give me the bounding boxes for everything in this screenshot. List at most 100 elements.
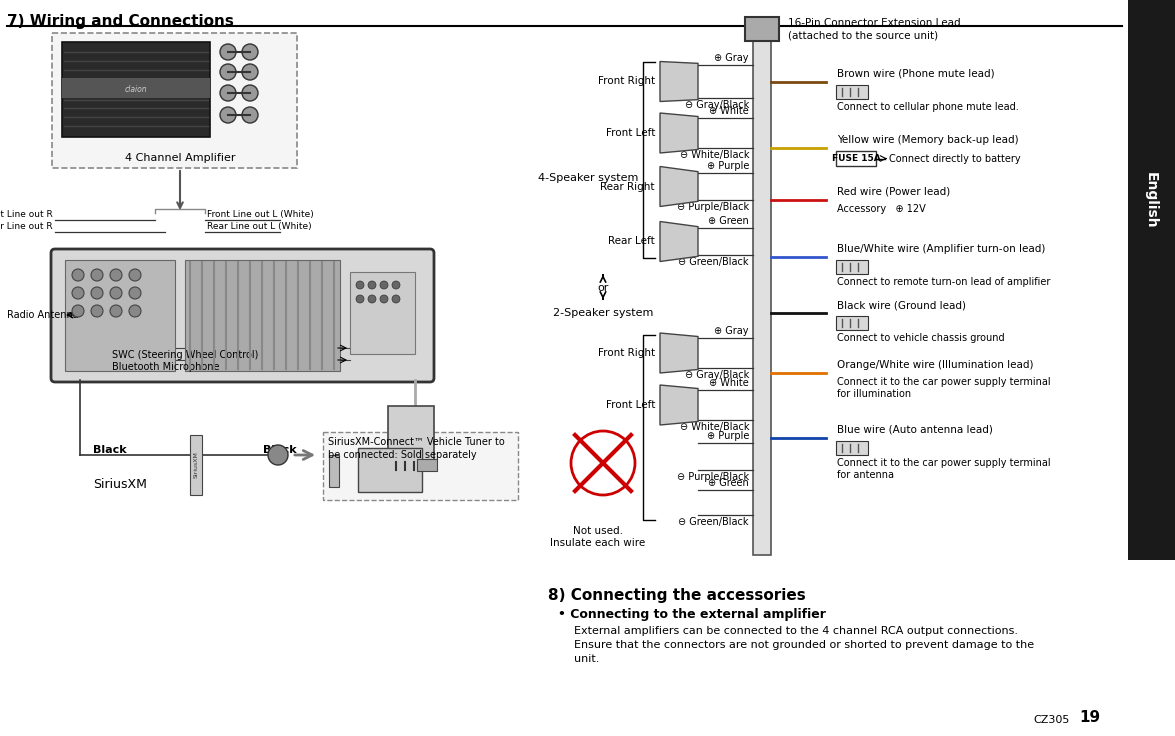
Text: Not used.: Not used. [573,526,623,536]
FancyBboxPatch shape [835,151,877,166]
Text: Blue wire (Auto antenna lead): Blue wire (Auto antenna lead) [837,425,993,435]
Polygon shape [660,385,698,425]
FancyBboxPatch shape [358,448,422,492]
Text: ⊖ Purple/Black: ⊖ Purple/Black [677,472,748,482]
Circle shape [220,85,236,101]
Text: claion: claion [125,85,147,93]
Text: SiriusXM: SiriusXM [194,452,199,478]
FancyBboxPatch shape [835,316,868,330]
FancyBboxPatch shape [323,432,518,500]
Text: ⊕ White: ⊕ White [710,106,748,116]
Text: (Red) Rear Line out R: (Red) Rear Line out R [0,222,53,231]
FancyBboxPatch shape [417,459,437,471]
Text: Insulate each wire: Insulate each wire [550,538,645,548]
Circle shape [380,295,388,303]
Circle shape [90,287,103,299]
Circle shape [220,64,236,80]
FancyBboxPatch shape [52,33,297,168]
Text: Rear Left: Rear Left [609,236,654,247]
Text: ⊕ White: ⊕ White [710,378,748,388]
Text: ⊕ Green: ⊕ Green [709,216,748,226]
Circle shape [368,281,376,289]
FancyBboxPatch shape [329,455,340,487]
Text: 7) Wiring and Connections: 7) Wiring and Connections [7,14,234,29]
Circle shape [368,295,376,303]
Text: ⊕ Green: ⊕ Green [709,478,748,488]
Text: ⊖ Purple/Black: ⊖ Purple/Black [677,202,748,212]
Text: 4 Channel Amplifier: 4 Channel Amplifier [125,153,235,163]
Text: Front Left: Front Left [605,128,654,138]
Text: SiriusXM-Connect™ Vehicle Tuner to: SiriusXM-Connect™ Vehicle Tuner to [328,437,505,447]
Text: for illumination: for illumination [837,389,911,399]
Text: Connect directly to battery: Connect directly to battery [889,154,1021,163]
Text: ⊕ Gray: ⊕ Gray [714,53,748,63]
Text: for antenna: for antenna [837,470,894,480]
Text: 19: 19 [1079,710,1100,725]
Text: FUSE 15A: FUSE 15A [832,154,880,163]
Text: be connected: Sold separately: be connected: Sold separately [328,450,477,460]
Bar [65,260,175,371]
Circle shape [129,305,141,317]
Text: or: or [597,283,609,293]
Text: Red wire (Power lead): Red wire (Power lead) [837,187,951,197]
Text: Connect to vehicle chassis ground: Connect to vehicle chassis ground [837,333,1005,343]
Text: (attached to the source unit): (attached to the source unit) [788,30,938,40]
Text: Connect it to the car power supply terminal: Connect it to the car power supply termi… [837,458,1050,468]
Text: Connect it to the car power supply terminal: Connect it to the car power supply termi… [837,377,1050,387]
Polygon shape [660,222,698,261]
Text: Refer to the right: Refer to the right [369,476,454,486]
Text: CZ305: CZ305 [1034,715,1070,725]
Bar [753,30,771,555]
Text: Rear Line out L (White): Rear Line out L (White) [207,222,311,231]
Text: Radio Antenna: Radio Antenna [7,310,79,320]
Text: Connect to remote turn-on lead of amplifier: Connect to remote turn-on lead of amplif… [837,277,1050,287]
Text: ⊖ Gray/Black: ⊖ Gray/Black [685,100,748,110]
Text: ⊕ Purple: ⊕ Purple [706,431,748,441]
Circle shape [242,44,258,60]
Bar [1128,0,1175,560]
Circle shape [356,281,364,289]
Bar [190,435,202,495]
Text: ⊖ Green/Black: ⊖ Green/Black [678,517,748,527]
Text: Front Right: Front Right [598,77,654,87]
Text: Ensure that the connectors are not grounded or shorted to prevent damage to the: Ensure that the connectors are not groun… [575,640,1034,650]
Text: (Red) Front Line out R: (Red) Front Line out R [0,210,53,219]
Text: • Connecting to the external amplifier: • Connecting to the external amplifier [558,608,826,621]
Circle shape [72,305,83,317]
Circle shape [110,269,122,281]
Text: ⊕ Purple: ⊕ Purple [706,161,748,171]
Polygon shape [660,62,698,102]
Text: ⊖ White/Black: ⊖ White/Black [679,150,748,160]
Circle shape [90,305,103,317]
Text: Blue/White wire (Amplifier turn-on lead): Blue/White wire (Amplifier turn-on lead) [837,244,1046,254]
FancyBboxPatch shape [745,17,779,41]
Circle shape [268,445,288,465]
Bar [62,42,210,137]
Text: Black: Black [263,445,297,455]
FancyBboxPatch shape [51,249,434,382]
FancyBboxPatch shape [388,406,434,465]
Text: Front Line out L (White): Front Line out L (White) [207,210,314,219]
Circle shape [242,64,258,80]
Circle shape [392,281,400,289]
Circle shape [72,269,83,281]
Text: unit.: unit. [575,654,599,664]
Text: Orange/White wire (Illumination lead): Orange/White wire (Illumination lead) [837,360,1034,370]
Circle shape [129,287,141,299]
Text: External amplifiers can be connected to the 4 channel RCA output connections.: External amplifiers can be connected to … [575,626,1018,636]
Text: Brown wire (Phone mute lead): Brown wire (Phone mute lead) [837,69,994,79]
Text: Black wire (Ground lead): Black wire (Ground lead) [837,300,966,310]
Text: Bluetooth Microphone: Bluetooth Microphone [112,362,220,372]
Text: Front Left: Front Left [605,400,654,410]
Circle shape [110,287,122,299]
Text: 16-Pin Connector Extension Lead: 16-Pin Connector Extension Lead [788,18,961,28]
Circle shape [356,295,364,303]
Circle shape [392,295,400,303]
Text: Yellow wire (Memory back-up lead): Yellow wire (Memory back-up lead) [837,135,1019,145]
Polygon shape [660,333,698,373]
Text: Black: Black [93,445,127,455]
Text: Front Right: Front Right [598,348,654,358]
Circle shape [90,269,103,281]
Text: Connect to cellular phone mute lead.: Connect to cellular phone mute lead. [837,102,1019,112]
Text: 2-Speaker system: 2-Speaker system [552,308,653,318]
